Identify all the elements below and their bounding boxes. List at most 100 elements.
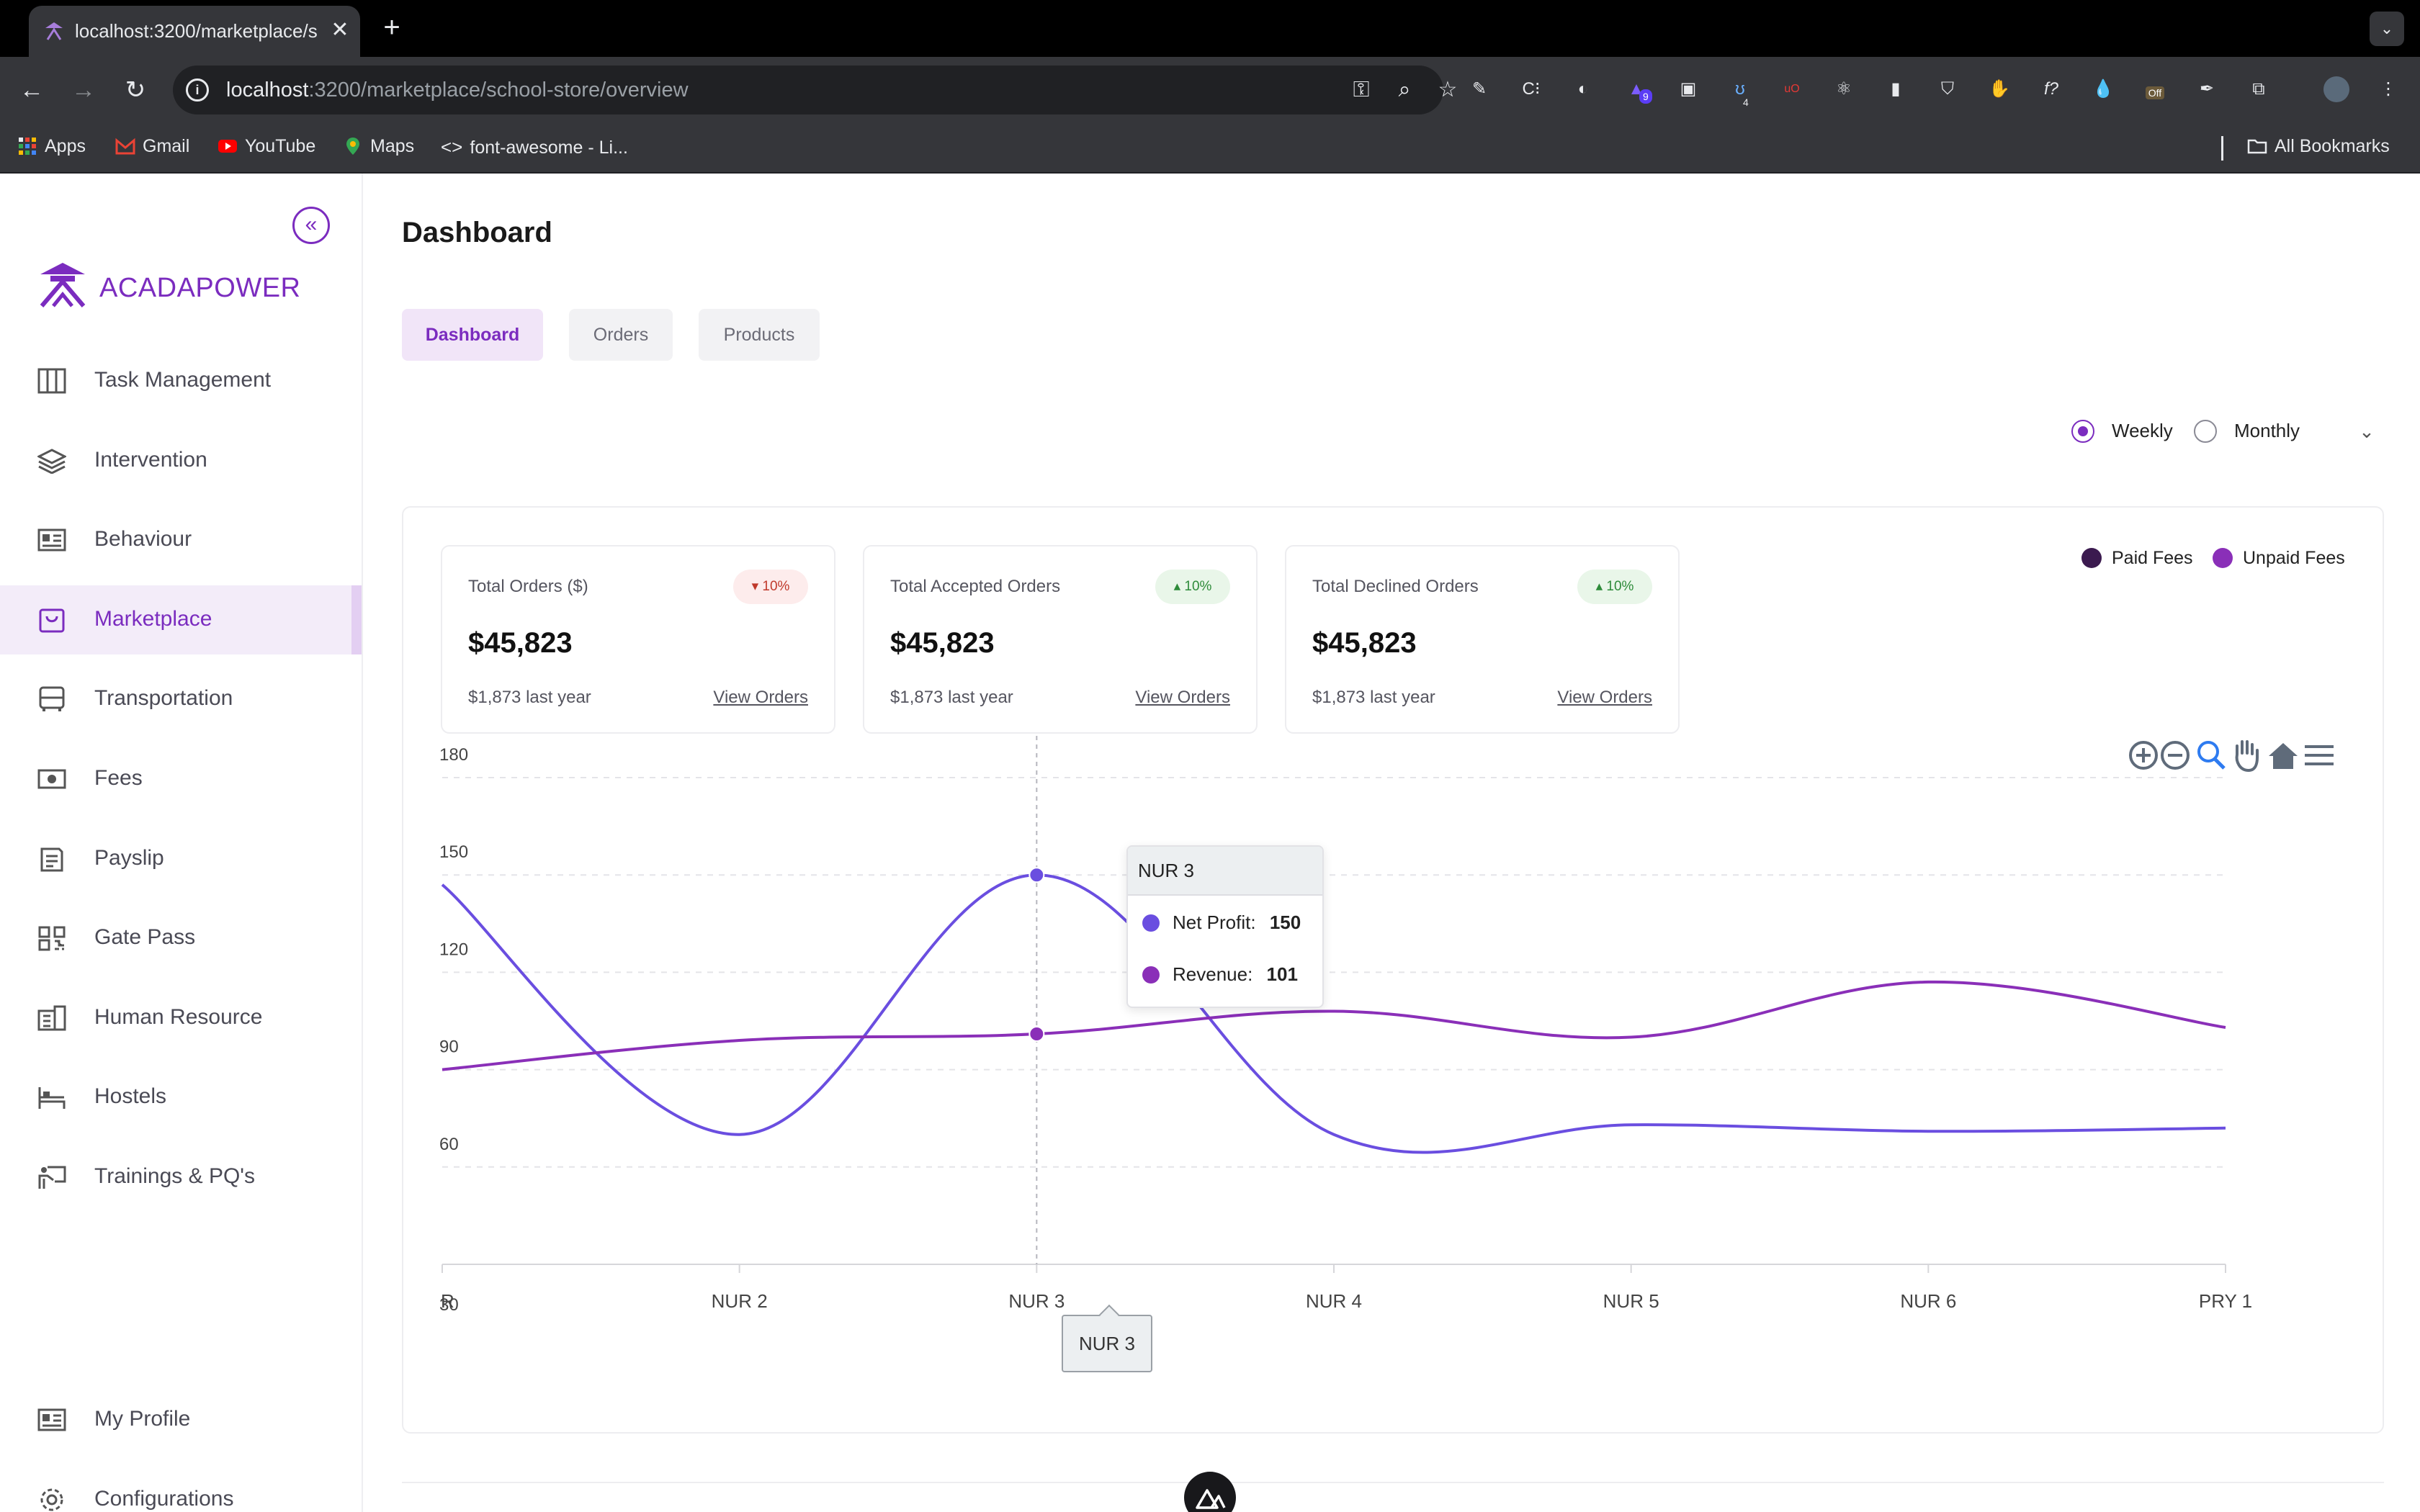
bookmark-apps[interactable]: Apps (17, 136, 86, 157)
new-tab-icon[interactable]: + (383, 12, 400, 43)
tab-search-chevron-icon[interactable]: ⌄ (2370, 12, 2404, 46)
signal-extension-icon[interactable]: ▮ (1891, 79, 1901, 99)
reload-icon[interactable]: ↻ (125, 76, 146, 104)
view-orders-link[interactable]: View Orders (713, 688, 808, 707)
monthly-radio[interactable] (2194, 420, 2217, 443)
back-arrow-icon[interactable]: ← (19, 76, 44, 104)
page-title: Dashboard (402, 217, 552, 248)
profile-card-icon (37, 1408, 66, 1431)
sidebar-item-label: Hostels (94, 1084, 167, 1109)
zoom-icon[interactable]: ⌕ (1398, 78, 1411, 102)
sidebar-item-task-management[interactable]: Task Management (0, 346, 362, 415)
card-value: $45,823 (890, 627, 995, 659)
drop-extension-icon[interactable]: 💧 (2092, 79, 2114, 99)
line-chart: 180 150 120 90 60 30R NUR 2 NUR 3 NUR 4 NUR 5 NUR … (439, 736, 2252, 1315)
sidebar-item-behaviour[interactable]: Behaviour (0, 505, 362, 575)
sidebar-item-hostels[interactable]: Hostels (0, 1063, 362, 1132)
sidebar-item-gate-pass[interactable]: Gate Pass (0, 904, 362, 973)
password-key-icon[interactable]: ⚿ (1353, 78, 1370, 102)
tab-products[interactable]: Products (699, 309, 820, 361)
sidebar-item-label: Intervention (94, 447, 207, 472)
section-divider (402, 1482, 2384, 1483)
pan-hand-icon[interactable] (2228, 737, 2263, 773)
sidebar-item-transportation[interactable]: Transportation (0, 665, 362, 734)
css-extension-icon[interactable]: C⁝ (1522, 79, 1541, 99)
stat-card: Total Declined Orders ▴ 10% $45,823 $1,8… (1285, 545, 1680, 734)
forward-arrow-icon[interactable]: → (71, 76, 96, 104)
close-tab-icon[interactable]: ✕ (331, 18, 349, 42)
sidebar-item-intervention[interactable]: Intervention (0, 426, 362, 495)
view-orders-link[interactable]: View Orders (1135, 688, 1230, 707)
sidebar-item-my-profile[interactable]: My Profile (0, 1385, 362, 1454)
hover-point-net-profit (1028, 867, 1045, 883)
y-tick-label: 60 (439, 1135, 459, 1154)
stop-extension-icon[interactable]: ✋ (1989, 79, 2010, 99)
tab-dashboard[interactable]: Dashboard (402, 309, 543, 361)
legend-item-paid-fees[interactable]: Paid Fees (2081, 548, 2193, 569)
bus-icon (39, 686, 65, 712)
chart-menu-icon[interactable] (2302, 737, 2336, 773)
address-bar[interactable]: i localhost:3200/marketplace/school-stor… (173, 66, 1457, 114)
hat-extension-icon[interactable]: ▲ 9 (1623, 76, 1652, 104)
view-orders-link[interactable]: View Orders (1557, 688, 1652, 707)
zoom-in-icon[interactable] (2126, 737, 2161, 773)
tooltip-row-net-profit: Net Profit: 150 (1142, 912, 1301, 934)
collapse-sidebar-icon[interactable]: « (292, 207, 330, 244)
period-dropdown-chevron-icon[interactable]: ⌄ (2359, 420, 2375, 442)
card-value: $45,823 (1312, 627, 1417, 659)
site-info-icon[interactable]: i (186, 78, 209, 102)
selection-zoom-icon[interactable] (2194, 737, 2228, 773)
circle-extension-icon[interactable]: ◐ (1577, 79, 1589, 99)
formula-extension-icon[interactable]: f? (2043, 79, 2058, 99)
browser-tab[interactable]: localhost:3200/marketplace/s ✕ (29, 6, 360, 57)
bookmarks-bar: Apps Gmail YouTube Maps <> font-awesome -… (0, 123, 2420, 174)
card-subtext: $1,873 last year (468, 688, 591, 707)
eyedropper-extension-icon[interactable]: ✎ (1471, 79, 1487, 99)
sidebar-item-payslip[interactable]: Payslip (0, 824, 362, 894)
sidebar-item-label: Task Management (94, 368, 272, 392)
profile-avatar-icon[interactable] (2323, 76, 2349, 102)
x-tick-label: NUR 5 (1603, 1290, 1659, 1312)
sidebar-item-trainings-pq-s[interactable]: Trainings & PQ's (0, 1143, 362, 1212)
payslip-icon (40, 847, 63, 872)
nuxt-devtools-button[interactable] (1184, 1472, 1236, 1512)
tab-orders[interactable]: Orders (569, 309, 673, 361)
browser-menu-icon[interactable]: ⋮ (2380, 79, 2397, 99)
brand-logo[interactable]: ACADAPOWER (37, 261, 326, 312)
pen-extension-icon[interactable]: ✒ (2199, 79, 2215, 99)
bookmark-all-bookmarks[interactable]: All Bookmarks (2247, 136, 2390, 157)
react-extension-icon[interactable]: ⚛ (1836, 79, 1852, 99)
legend-item-unpaid-fees[interactable]: Unpaid Fees (2213, 548, 2345, 569)
weekly-label[interactable]: Weekly (2112, 420, 2173, 441)
series-line-net-profit (441, 873, 2226, 1154)
address-url[interactable]: localhost:3200/marketplace/school-store/… (226, 78, 689, 102)
legend-dot (2213, 548, 2233, 568)
bed-icon (38, 1087, 66, 1110)
off-extension-icon[interactable]: Off (2142, 76, 2168, 102)
layers-icon (37, 448, 66, 474)
weekly-radio[interactable] (2071, 420, 2094, 443)
main-content: Dashboard Dashboard Orders Products Week… (363, 174, 2420, 1512)
monthly-label[interactable]: Monthly (2234, 420, 2300, 441)
sidebar: « ACADAPOWER Task Management Intervention… (0, 174, 363, 1512)
bookmark-maps[interactable]: Maps (343, 136, 414, 157)
reset-home-icon[interactable] (2266, 737, 2300, 773)
zoom-out-icon[interactable] (2158, 737, 2192, 773)
ublock-extension-icon[interactable]: uO (1784, 83, 1800, 95)
x-tick-label: NUR 2 (712, 1290, 768, 1312)
bookmark-star-icon[interactable]: ☆ (1438, 78, 1458, 102)
sidebar-item-marketplace[interactable]: Marketplace (0, 585, 362, 654)
building-icon (37, 1005, 66, 1031)
bookmark-youtube[interactable]: YouTube (218, 136, 315, 157)
briefcase-extension-icon[interactable]: ▣ (1680, 79, 1697, 99)
sidebar-item-configurations[interactable]: Configurations (0, 1465, 362, 1512)
tooltip-row-revenue: Revenue: 101 (1142, 963, 1298, 986)
bookmark-font-awesome[interactable]: <> font-awesome - Li... (441, 136, 628, 158)
shield-extension-icon[interactable]: ⛉ (1941, 79, 1954, 99)
puzzle-extensions-icon[interactable]: ⧉ (2252, 79, 2265, 99)
sidebar-item-fees[interactable]: Fees (0, 744, 362, 814)
card-label: Total Accepted Orders (890, 577, 1061, 596)
sidebar-item-human-resource[interactable]: Human Resource (0, 984, 362, 1053)
bookmark-gmail[interactable]: Gmail (115, 136, 189, 157)
